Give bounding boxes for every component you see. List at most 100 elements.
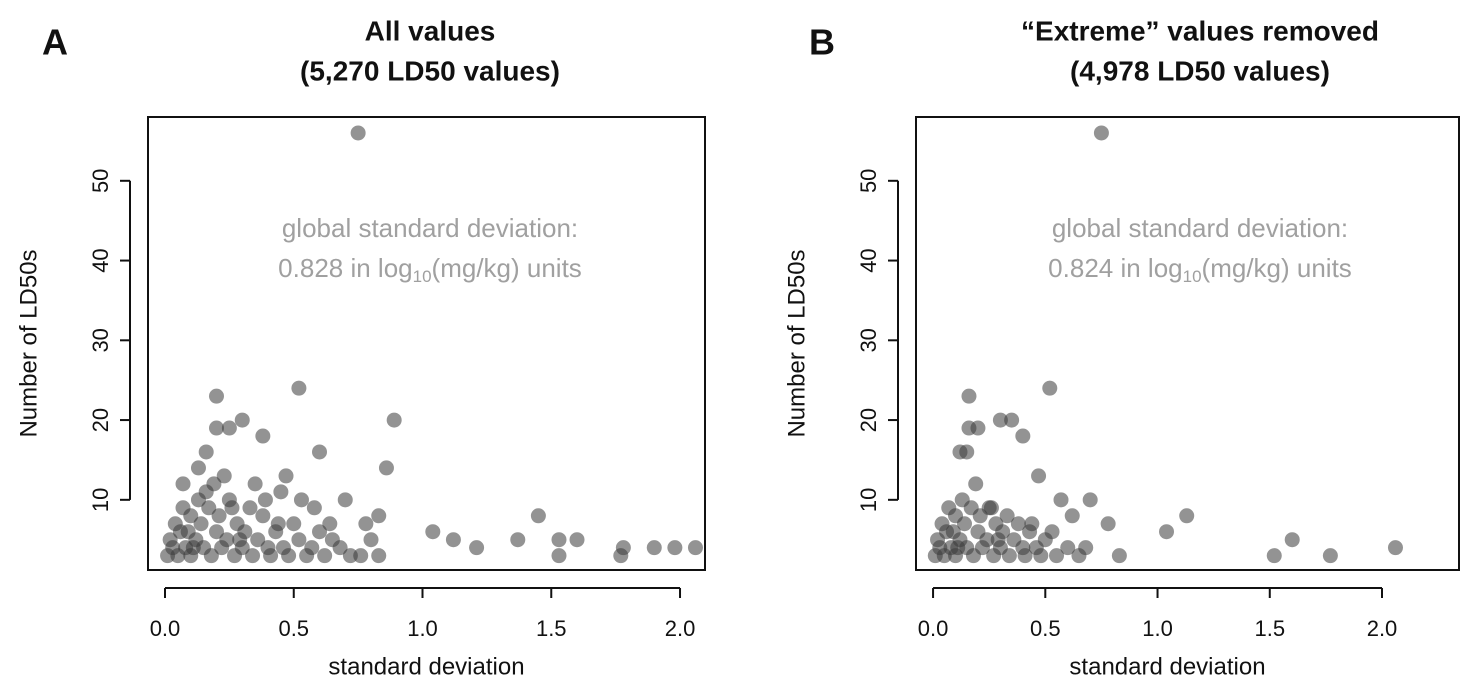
point — [983, 500, 999, 516]
x-axis-label: standard deviation — [1069, 653, 1265, 680]
x-axis-label: standard deviation — [328, 653, 524, 680]
point — [216, 468, 232, 484]
point — [1179, 508, 1195, 524]
point — [551, 548, 567, 564]
point — [312, 444, 328, 460]
point — [304, 540, 320, 556]
point — [970, 420, 986, 436]
point — [250, 532, 266, 548]
y-tick-label: 10 — [88, 488, 113, 512]
x-tick-label: 0.5 — [1030, 616, 1061, 641]
x-tick-label: 1.0 — [1142, 616, 1173, 641]
point — [990, 532, 1006, 548]
point — [1100, 516, 1116, 532]
x-tick-label: 2.0 — [665, 616, 696, 641]
point — [1001, 548, 1017, 564]
point — [180, 524, 196, 540]
point — [224, 500, 240, 516]
annotation: global standard deviation: — [282, 213, 578, 243]
point — [1042, 380, 1058, 396]
point — [530, 508, 546, 524]
point — [979, 532, 995, 548]
point — [615, 540, 631, 556]
point — [646, 540, 662, 556]
point — [358, 516, 374, 532]
point — [1049, 548, 1065, 564]
point — [312, 524, 328, 540]
y-tick-label: 50 — [856, 169, 881, 193]
annotation-part: (mg/kg) units — [1202, 253, 1352, 283]
point — [1010, 516, 1026, 532]
panel-label: B — [809, 22, 835, 63]
point — [945, 524, 961, 540]
plot-frame — [147, 116, 706, 571]
point — [954, 492, 970, 508]
y-axis-label: Number of LD50s — [783, 249, 810, 437]
x-tick-label: 1.0 — [407, 616, 438, 641]
point — [934, 516, 950, 532]
point — [1060, 540, 1076, 556]
point — [1266, 548, 1282, 564]
point — [221, 420, 237, 436]
point — [293, 492, 309, 508]
annotation-part: 10 — [413, 267, 432, 286]
point — [332, 540, 348, 556]
point — [551, 532, 567, 548]
point — [162, 532, 178, 548]
point — [167, 516, 183, 532]
point — [1031, 468, 1047, 484]
point — [1004, 412, 1020, 428]
y-axis-label: Number of LD50s — [15, 249, 42, 437]
point — [247, 476, 263, 492]
point — [1387, 540, 1403, 556]
chart-title: All values — [365, 15, 496, 46]
x-tick-label: 1.5 — [1254, 616, 1285, 641]
x-tick-label: 0.5 — [278, 616, 309, 641]
point — [208, 420, 224, 436]
point — [363, 532, 379, 548]
y-tick-label: 10 — [856, 488, 881, 512]
point — [950, 540, 966, 556]
point — [232, 532, 248, 548]
point — [190, 460, 206, 476]
point — [211, 508, 227, 524]
annotation: global standard deviation: — [1052, 213, 1348, 243]
point — [350, 125, 366, 141]
annotation: 0.828 in log10(mg/kg) units — [278, 253, 582, 287]
annotation-part: 0.828 in log — [278, 253, 412, 283]
point — [270, 516, 286, 532]
point — [687, 540, 703, 556]
point — [961, 388, 977, 404]
point — [968, 476, 984, 492]
point — [219, 532, 235, 548]
y-tick-label: 30 — [856, 328, 881, 352]
y-tick-label: 30 — [88, 328, 113, 352]
point — [1082, 492, 1098, 508]
point — [234, 412, 250, 428]
x-tick-label: 0.0 — [918, 616, 949, 641]
point — [263, 548, 279, 564]
point — [1017, 548, 1033, 564]
point — [1015, 428, 1031, 444]
point — [999, 508, 1015, 524]
point — [175, 476, 191, 492]
point — [342, 548, 358, 564]
point — [322, 516, 338, 532]
point — [245, 548, 261, 564]
x-tick-label: 1.5 — [536, 616, 567, 641]
point — [941, 500, 957, 516]
panel-label: A — [42, 22, 68, 63]
point — [445, 532, 461, 548]
y-tick-label: 40 — [856, 248, 881, 272]
point — [1024, 516, 1040, 532]
point — [425, 524, 441, 540]
point — [667, 540, 683, 556]
point — [1111, 548, 1127, 564]
point — [378, 460, 394, 476]
annotation-part: 0.824 in log — [1048, 253, 1182, 283]
point — [291, 380, 307, 396]
y-tick-label: 40 — [88, 248, 113, 272]
point — [1064, 508, 1080, 524]
point — [1078, 540, 1094, 556]
